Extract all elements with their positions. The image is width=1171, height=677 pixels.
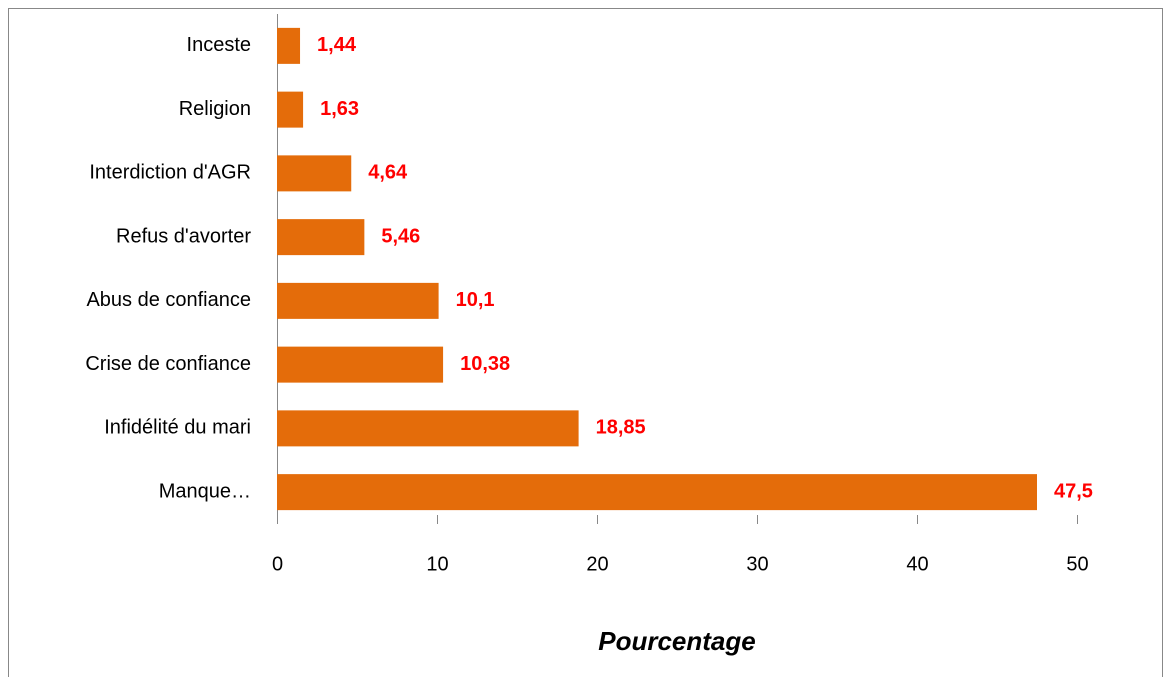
y-tick-label: Abus de confiance xyxy=(86,289,251,311)
bar xyxy=(277,346,444,383)
x-tick-label: 30 xyxy=(746,553,768,575)
bar xyxy=(277,474,1037,511)
data-label: 18,85 xyxy=(596,417,646,439)
x-tick-label: 50 xyxy=(1066,553,1088,575)
bar xyxy=(277,155,352,192)
y-tick-label: Crise de confiance xyxy=(85,353,251,375)
x-tick-label: 20 xyxy=(586,553,608,575)
bar xyxy=(277,219,365,256)
bar xyxy=(277,410,579,447)
x-tick-label: 40 xyxy=(906,553,928,575)
y-tick-label: Refus d'avorter xyxy=(116,225,251,247)
y-tick-label: Inceste xyxy=(187,34,251,56)
data-label: 5,46 xyxy=(381,225,420,247)
bar xyxy=(277,27,301,64)
y-tick-label: Religion xyxy=(179,98,251,120)
y-tick-label: Infidélité du mari xyxy=(104,417,251,439)
data-label: 10,1 xyxy=(456,289,495,311)
chart-frame xyxy=(8,8,1163,677)
y-tick-label: Manque… xyxy=(159,480,251,502)
bar xyxy=(277,282,439,319)
data-label: 4,64 xyxy=(368,162,408,184)
data-label: 1,44 xyxy=(317,34,357,56)
data-label: 10,38 xyxy=(460,353,510,375)
x-tick-label: 10 xyxy=(426,553,448,575)
x-tick-label: 0 xyxy=(272,553,283,575)
bar xyxy=(277,91,304,128)
data-label: 1,63 xyxy=(320,98,359,120)
data-label: 47,5 xyxy=(1054,480,1093,502)
y-tick-label: Interdiction d'AGR xyxy=(89,162,251,184)
x-axis-title: Pourcentage xyxy=(598,626,756,656)
